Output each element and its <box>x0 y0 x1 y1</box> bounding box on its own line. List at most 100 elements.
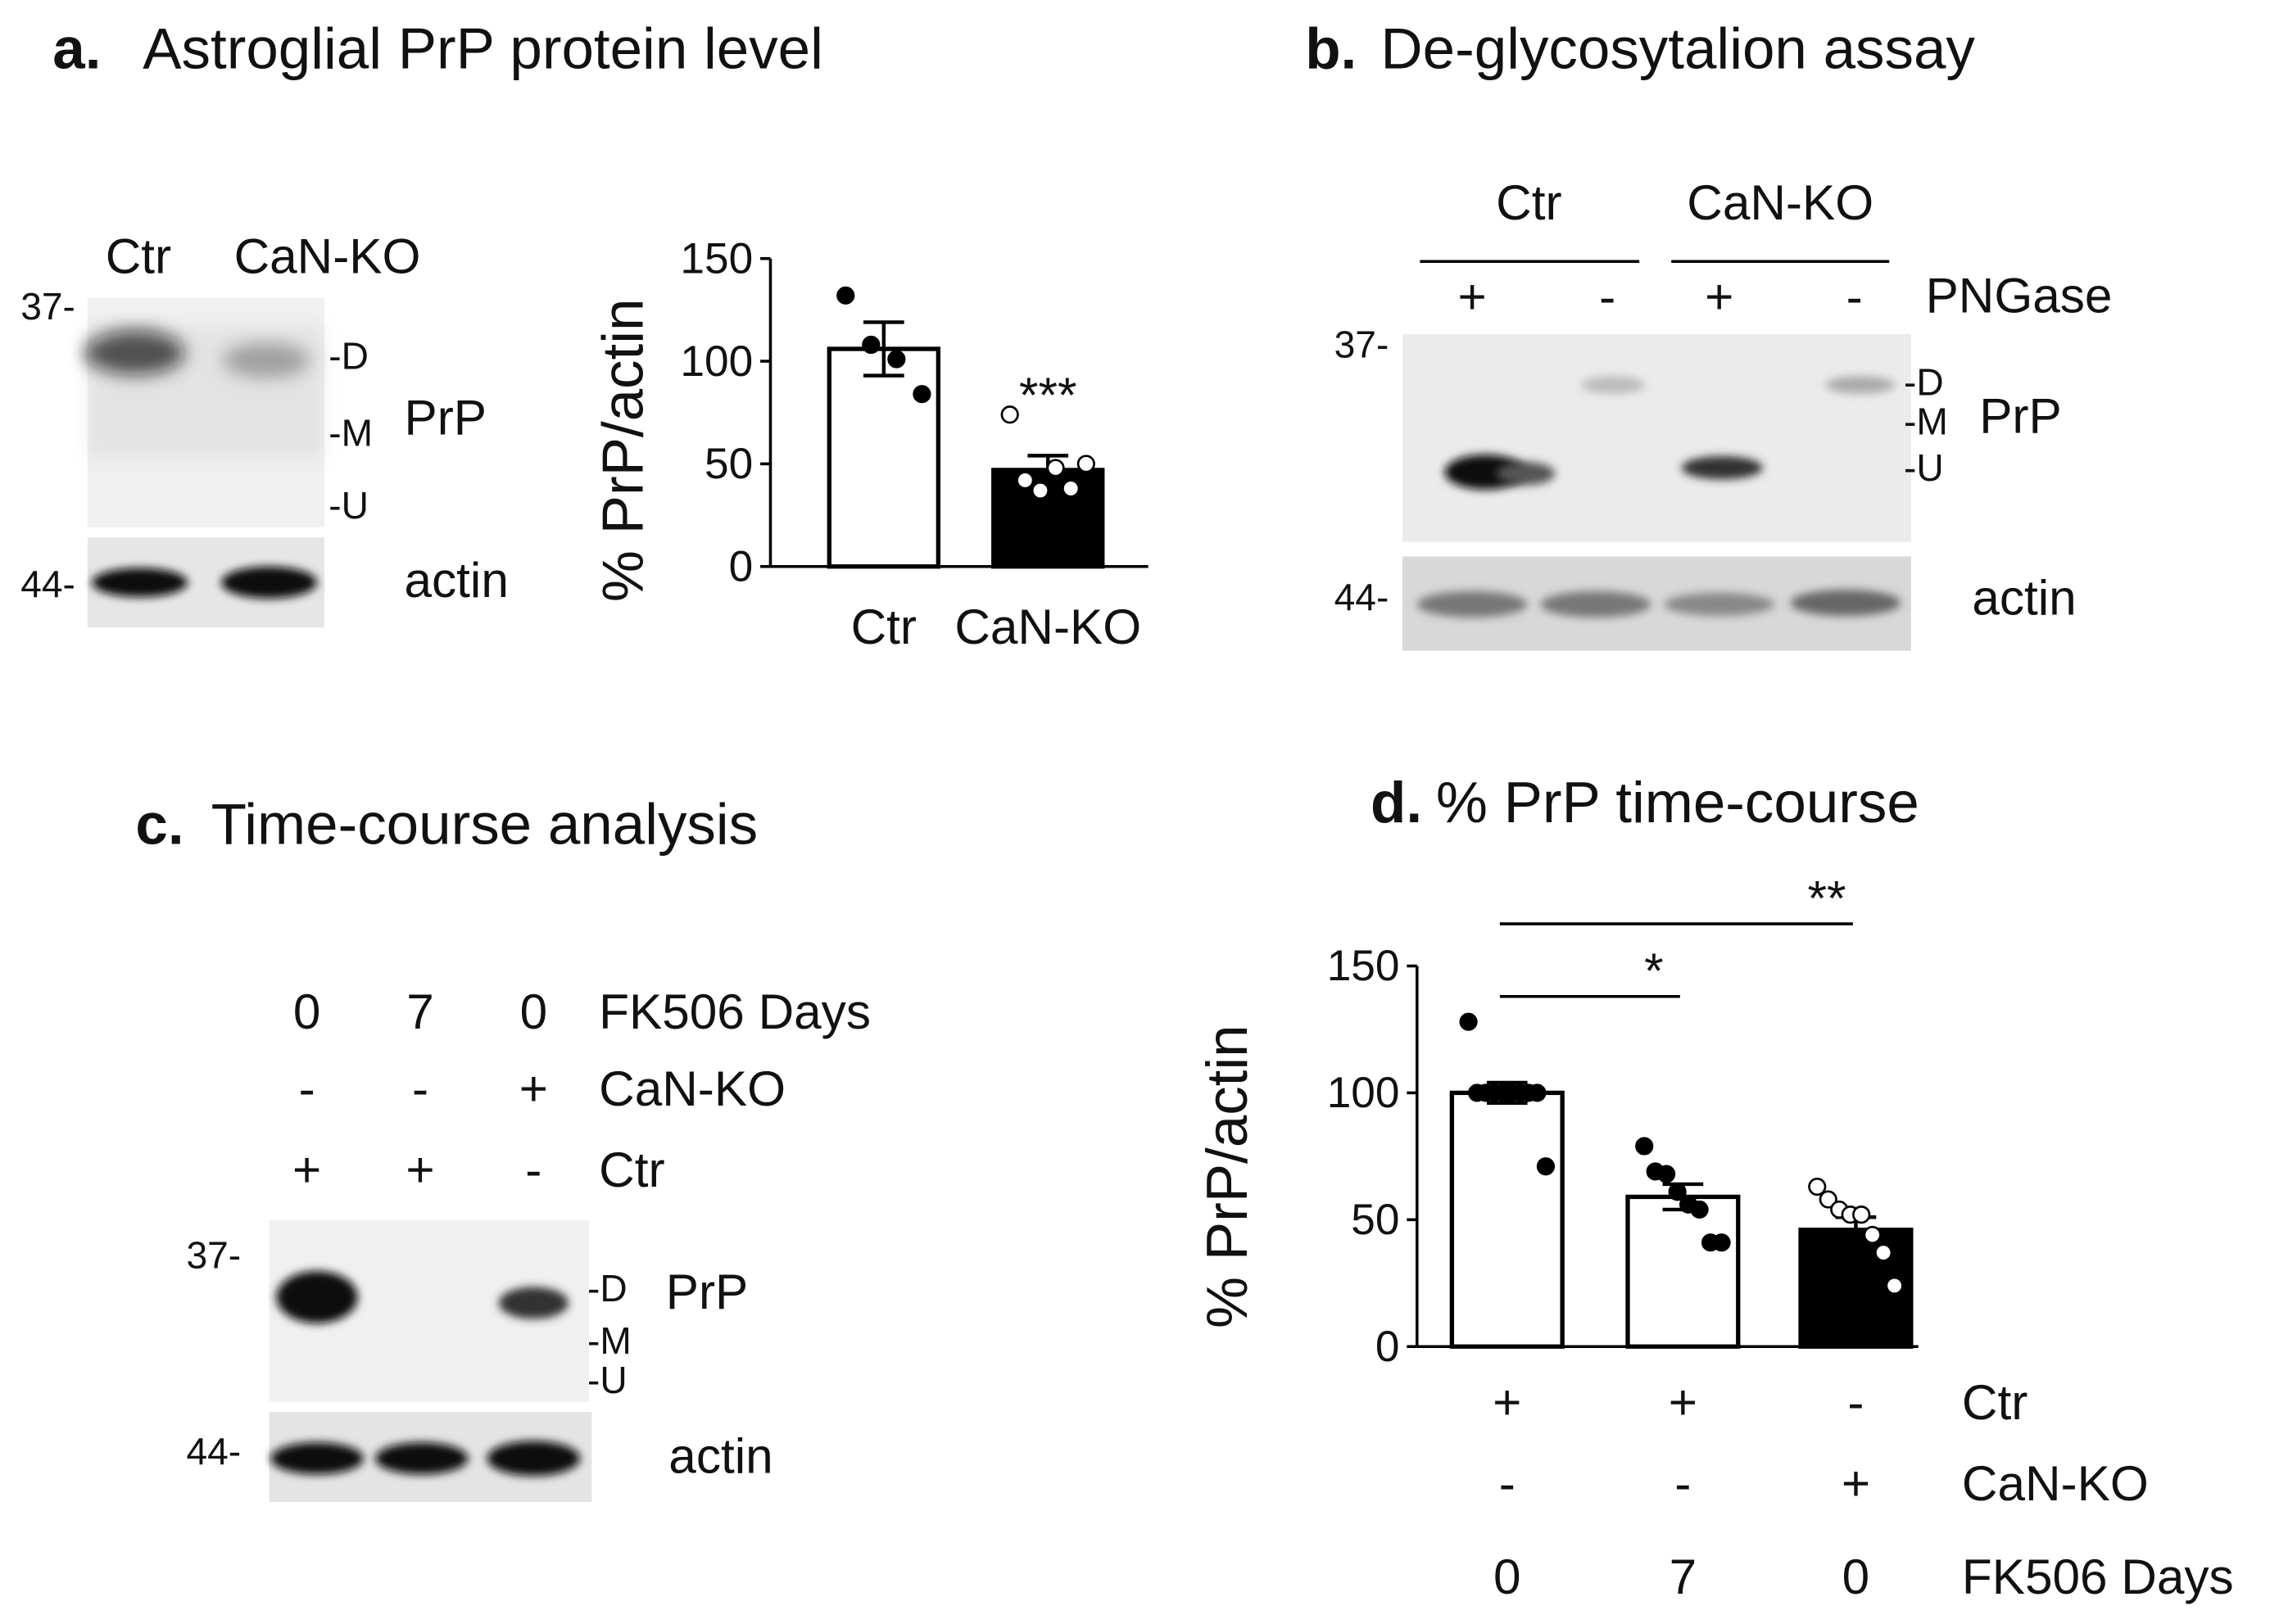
band-label: -D <box>1904 360 1944 403</box>
data-point <box>836 286 855 305</box>
condition-sign: + <box>1669 1374 1697 1430</box>
y-tick-label: 100 <box>1327 1069 1400 1117</box>
condition-sign: 0 <box>1842 1549 1870 1604</box>
condition-sign: + <box>292 1142 321 1197</box>
blot <box>1402 333 1911 651</box>
loading-label: actin <box>405 552 509 608</box>
sign: - <box>1846 269 1863 324</box>
bar <box>827 346 941 569</box>
condition-sign: - <box>1499 1455 1516 1511</box>
condition-name: CaN-KO <box>1962 1455 2149 1511</box>
data-point <box>1459 1012 1478 1031</box>
panel-title: De-glycosytalion assay <box>1380 16 1975 81</box>
mw-marker: 37- <box>186 1233 241 1276</box>
y-tick-label: 150 <box>1327 942 1400 990</box>
panel-letter: b. <box>1305 16 1357 81</box>
significance-label: *** <box>1019 367 1076 423</box>
y-tick-label: 100 <box>680 337 753 386</box>
condition-sign: 7 <box>1670 1549 1697 1604</box>
condition-sign: - <box>525 1142 541 1197</box>
data-point <box>1031 481 1050 500</box>
protein-label: PrP <box>405 389 487 445</box>
bar-chart: 0 50 100 150 % PrP/actin Ctr CaN-KO *** <box>591 234 1149 654</box>
loading-label: actin <box>1972 569 2076 625</box>
loading-label: actin <box>668 1428 773 1484</box>
y-tick-label: 50 <box>705 440 753 488</box>
data-point <box>1885 1276 1904 1295</box>
data-point <box>1046 459 1065 477</box>
data-point <box>1819 1190 1837 1209</box>
data-point <box>1808 1177 1827 1197</box>
blot <box>269 1219 592 1503</box>
group-label: Ctr <box>1496 174 1561 230</box>
data-point <box>1536 1157 1556 1176</box>
band-label: -U <box>328 484 369 527</box>
y-tick-label: 50 <box>1351 1196 1399 1244</box>
mw-marker: 44- <box>20 563 75 605</box>
x-tick-label: CaN-KO <box>954 599 1141 654</box>
band-label: -U <box>1904 446 1944 489</box>
data-point <box>1000 405 1019 424</box>
condition-sign: 0 <box>293 984 321 1039</box>
band-label: -M <box>328 412 373 455</box>
y-tick-label: 0 <box>1375 1323 1400 1371</box>
data-point <box>1657 1165 1676 1183</box>
chart-title: % PrP time-course <box>1436 771 1919 835</box>
condition-sign: 0 <box>520 984 548 1039</box>
sign: - <box>1599 269 1615 324</box>
mw-marker: 37- <box>1334 323 1389 365</box>
condition-sign: - <box>299 1061 315 1116</box>
condition-sign: - <box>1674 1455 1691 1511</box>
condition-name: Ctr <box>1962 1374 2028 1430</box>
group-label: CaN-KO <box>1687 174 1873 230</box>
data-point <box>1076 455 1095 473</box>
condition-name: Ctr <box>599 1142 664 1197</box>
condition-name: FK506 Days <box>1962 1549 2234 1604</box>
band-label: -U <box>587 1359 628 1401</box>
condition-sign: + <box>1493 1374 1521 1430</box>
data-point <box>1863 1225 1882 1244</box>
bar <box>1625 1194 1741 1349</box>
sign: + <box>1458 269 1487 324</box>
sign: + <box>1705 269 1733 324</box>
data-point <box>1852 1206 1871 1224</box>
y-tick-label: 150 <box>680 234 753 283</box>
mw-marker: 37- <box>20 285 75 328</box>
panel-title: Time-course analysis <box>211 793 759 857</box>
y-axis-label: % PrP/actin <box>1195 1025 1260 1328</box>
protein-label: PrP <box>666 1264 749 1319</box>
data-point <box>1016 471 1035 490</box>
data-point <box>887 350 906 369</box>
significance-label: * <box>1644 943 1663 998</box>
condition-sign: + <box>406 1142 434 1197</box>
data-point <box>1690 1200 1709 1219</box>
condition-name: CaN-KO <box>599 1061 786 1116</box>
data-point <box>1062 479 1081 498</box>
panel-letter: c. <box>135 793 183 857</box>
data-point <box>1874 1243 1893 1262</box>
condition-table: 0 7 0 FK506 Days - - + CaN-KO + + - Ctr <box>292 984 871 1197</box>
mw-marker: 44- <box>186 1430 241 1472</box>
y-tick-label: 0 <box>729 542 754 590</box>
data-point <box>1528 1083 1547 1102</box>
treatment-label: PNGase <box>1926 267 2113 323</box>
condition-sign: + <box>1842 1455 1870 1511</box>
condition-name: FK506 Days <box>599 984 871 1039</box>
band-label: -M <box>587 1319 632 1362</box>
band-label: -D <box>328 335 369 378</box>
x-tick-label: Ctr <box>851 599 917 654</box>
blot <box>86 297 324 628</box>
data-point <box>913 385 931 404</box>
band-label: -M <box>1904 400 1948 442</box>
condition-sign: + <box>519 1061 548 1116</box>
band-label: -D <box>587 1267 628 1310</box>
condition-sign: - <box>412 1061 428 1116</box>
panel-letter: a. <box>52 16 101 81</box>
condition-sign: 7 <box>406 984 434 1039</box>
data-point <box>1668 1183 1687 1201</box>
lane-label: CaN-KO <box>234 228 421 283</box>
protein-label: PrP <box>1979 388 2062 444</box>
